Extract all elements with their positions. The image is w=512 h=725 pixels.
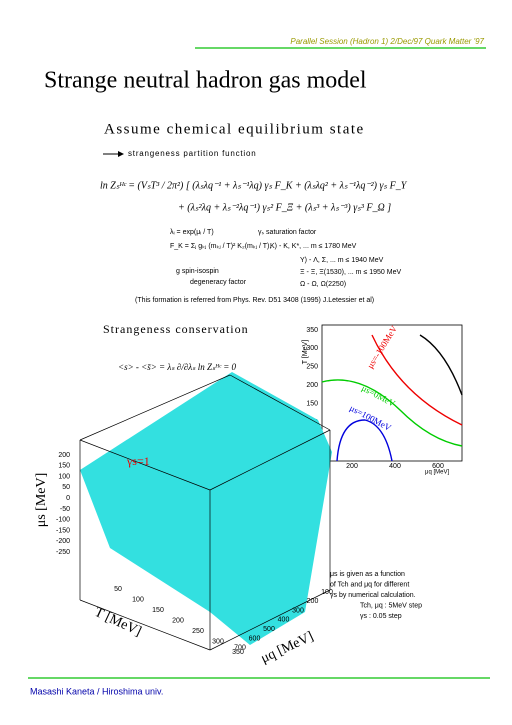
- definition: γₛ saturation factor: [258, 229, 317, 236]
- definition: λᵢ = exp(μᵢ / T): [170, 229, 214, 236]
- note-line: Tch, μq : 5MeV step: [360, 602, 422, 609]
- note-line: γs by numerical calculation.: [330, 592, 416, 599]
- note-line: of Tch and μq for different: [330, 581, 409, 588]
- curve: [321, 379, 463, 447]
- y-tick-label: 350: [306, 327, 318, 334]
- q-tick-label: 100: [321, 589, 333, 596]
- x-axis-label: μq [MeV]: [425, 470, 449, 476]
- annotation: γs=1: [126, 454, 150, 468]
- note-line: μs is given as a function: [330, 571, 405, 578]
- q-tick-label: 200: [307, 598, 319, 605]
- equation: ln Zₛᴴᶜ = (VₛT³ / 2π²) [ (λₛλq⁻¹ + λₛ⁻¹λ…: [100, 180, 408, 191]
- z-tick-label: 50: [62, 484, 70, 491]
- surface: [80, 372, 332, 645]
- x-tick-label: 400: [389, 463, 401, 470]
- arrow-text: strangeness partition function: [128, 149, 257, 158]
- footer: Masashi Kaneta / Hiroshima univ.: [30, 686, 163, 696]
- title: Strange neutral hadron gas model: [44, 68, 367, 94]
- q-tick-label: 300: [292, 607, 304, 614]
- plot-frame: [321, 324, 463, 462]
- note-line: γs : 0.05 step: [360, 613, 402, 620]
- y-axis-label: T [MeV]: [302, 340, 309, 364]
- z-tick-label: -250: [56, 549, 70, 556]
- curve: [419, 334, 463, 396]
- citation: (This formation is referred from Phys. R…: [135, 297, 374, 304]
- z-axis-label: μs [MeV]: [34, 473, 49, 528]
- definition: g spin-isospin: [176, 268, 219, 275]
- arrow-head: [118, 151, 124, 157]
- z-tick-label: 150: [58, 463, 70, 470]
- q-tick-label: 700: [234, 645, 246, 652]
- definition: F_K = Σⱼ gₖⱼ (mₖⱼ / T)² K₂(mₖⱼ / T),: [170, 243, 271, 250]
- section-heading: Assume chemical equilibrium state: [104, 121, 365, 137]
- z-tick-label: -150: [56, 527, 70, 534]
- equation: <s> - <s̄> = λₛ ∂/∂λₛ ln Zₛᴴᶜ = 0: [118, 362, 237, 372]
- t-tick-label: 300: [212, 638, 224, 645]
- t-axis-label: T [MeV]: [92, 605, 144, 640]
- y-tick-label: 300: [306, 345, 318, 352]
- z-tick-label: -100: [56, 517, 70, 524]
- y-tick-label: 150: [306, 400, 318, 407]
- curve: [371, 334, 463, 426]
- t-tick-label: 250: [192, 628, 204, 635]
- z-tick-label: -50: [60, 506, 70, 513]
- t-tick-label: 50: [114, 586, 122, 593]
- q-tick-label: 600: [249, 635, 261, 642]
- z-tick-label: 100: [58, 473, 70, 480]
- z-tick-label: -200: [56, 538, 70, 545]
- q-axis-label: μq [MeV]: [259, 629, 316, 666]
- curve: [336, 419, 393, 462]
- x-tick-label: 200: [346, 463, 358, 470]
- definition: Ξ - Ξ, Ξ(1530), ... m ≤ 1950 MeV: [300, 269, 401, 276]
- header: Parallel Session (Hadron 1) 2/Dec/97 Qua…: [290, 37, 484, 46]
- z-tick-label: 200: [58, 452, 70, 459]
- t-tick-label: 150: [152, 607, 164, 614]
- y-tick-label: 200: [306, 382, 318, 389]
- definition: Y) - Λ, Σ, ... m ≤ 1940 MeV: [300, 257, 384, 264]
- curve-label: μs=100MeV: [348, 403, 393, 433]
- x-tick-label: 600: [432, 463, 444, 470]
- q-tick-label: 400: [278, 617, 290, 624]
- z-tick-label: 0: [66, 495, 70, 502]
- section-heading: Strangeness conservation: [103, 322, 249, 336]
- y-tick-label: 250: [306, 364, 318, 371]
- t-tick-label: 100: [132, 596, 144, 603]
- box-edges: [79, 374, 331, 651]
- definition: degeneracy factor: [190, 279, 247, 286]
- curve-label: μs=0MeV: [360, 383, 397, 409]
- t-tick-label: 350: [232, 649, 244, 656]
- t-tick-label: 200: [172, 617, 184, 624]
- curve-label: μs=-100MeV: [365, 323, 399, 370]
- equation: + (λₛ²λq + λₛ⁻²λq⁻¹) γₛ² F_Ξ + (λₛ³ + λₛ…: [178, 202, 391, 213]
- definition: Ω - Ω, Ω(2250): [300, 281, 346, 288]
- definition: K) - K, K*, ... m ≤ 1780 MeV: [270, 243, 357, 250]
- q-tick-label: 500: [263, 626, 275, 633]
